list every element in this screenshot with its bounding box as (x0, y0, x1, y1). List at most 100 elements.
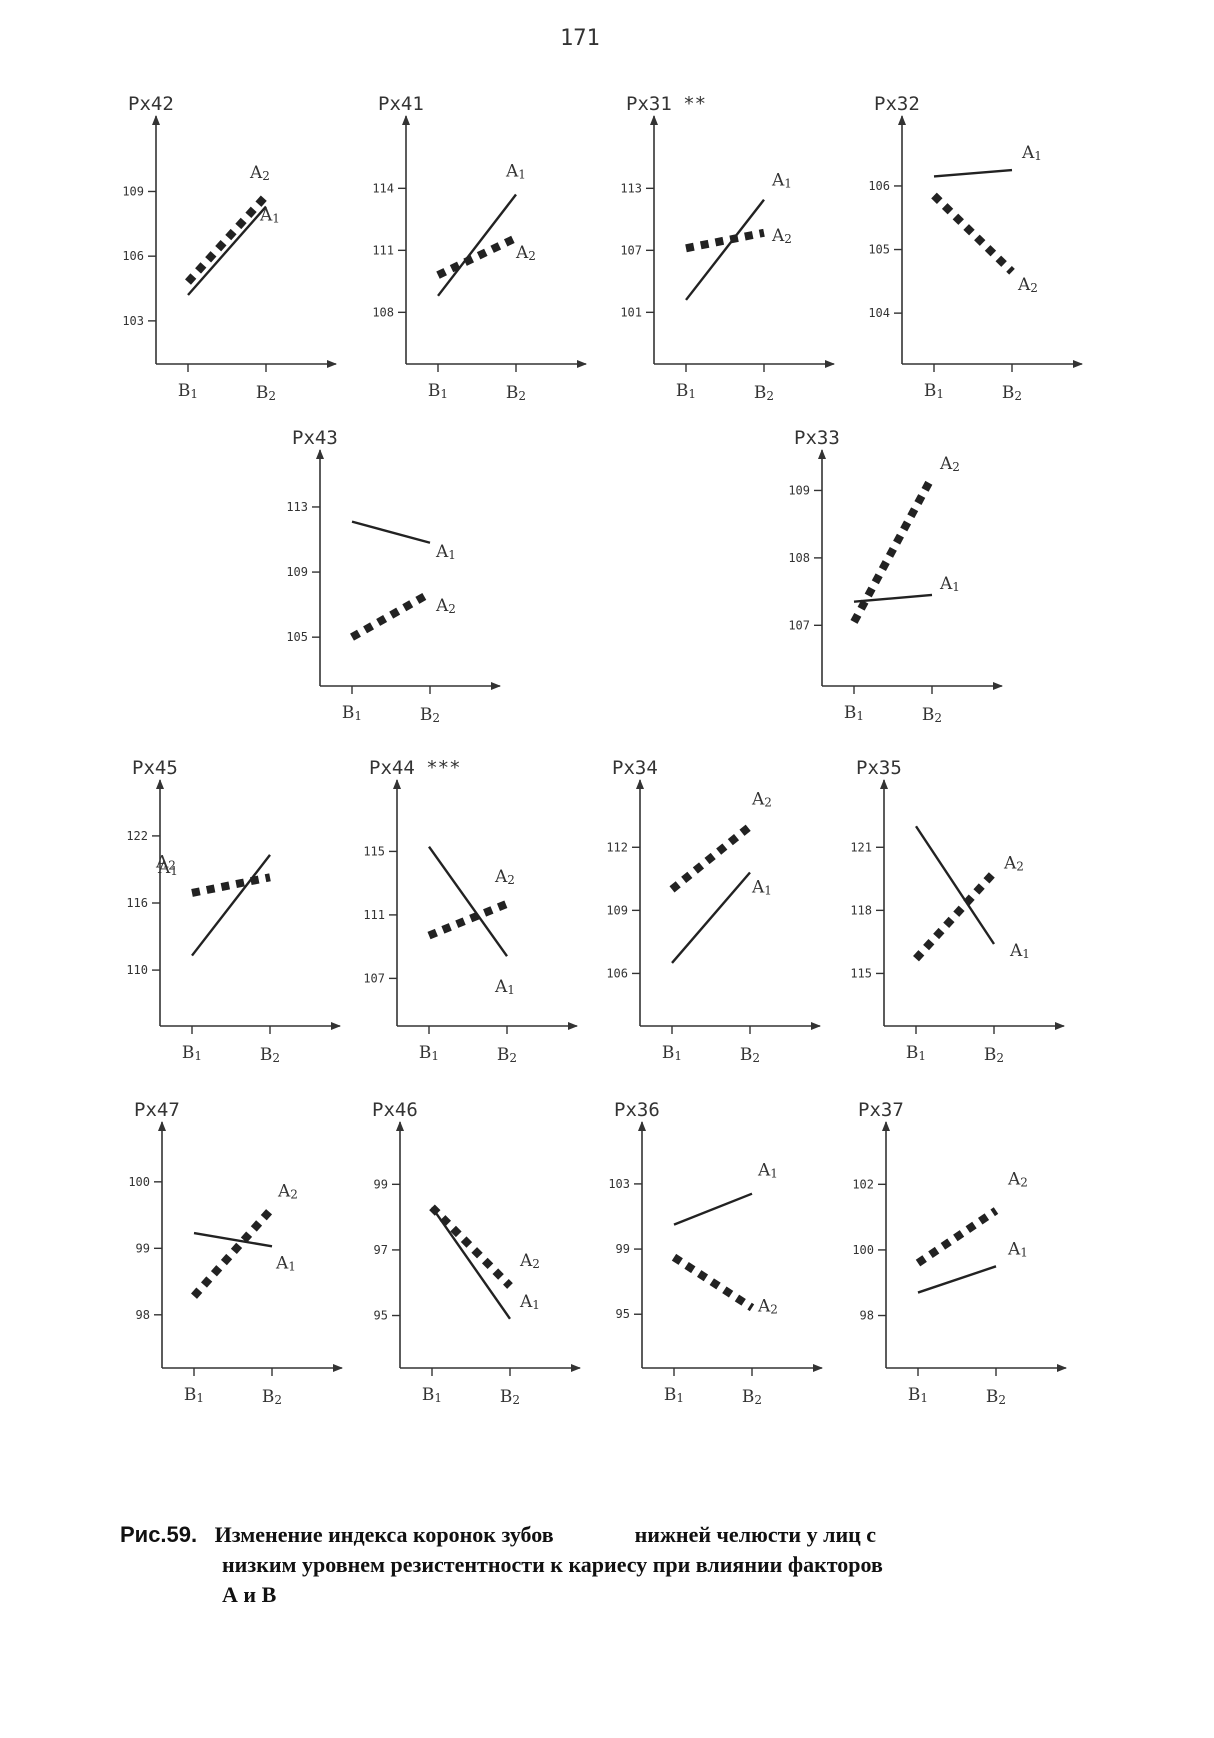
x-tick-label: B2 (256, 383, 276, 403)
series-line-a2 (191, 873, 271, 897)
chart-title: Px45 (132, 757, 178, 779)
x-tick-label: B2 (922, 705, 942, 725)
x-tick-label: B1 (178, 381, 198, 401)
series-line-a2 (429, 1204, 513, 1289)
series-line-a2 (185, 193, 269, 285)
y-tick-label: 109 (606, 903, 628, 917)
x-tick-label: B1 (184, 1385, 204, 1405)
x-tick-label: B1 (182, 1043, 202, 1063)
series-line-a2 (191, 1205, 275, 1299)
caption-line3: А и В (222, 1582, 277, 1607)
series-line-a1 (917, 1265, 997, 1294)
series-line-a1 (193, 1231, 273, 1248)
y-tick-label: 103 (122, 314, 144, 328)
series-label: A2 (435, 596, 456, 616)
y-tick-label: 100 (852, 1243, 874, 1257)
y-tick-label: 102 (852, 1177, 874, 1191)
y-tick-label: 107 (788, 618, 810, 632)
series-line-a2 (427, 900, 509, 940)
x-tick-label: B2 (260, 1045, 280, 1065)
series-line-a1 (853, 593, 933, 603)
x-tick-label: B2 (754, 383, 774, 403)
x-tick-label: B1 (419, 1043, 439, 1063)
y-tick-label: 113 (620, 181, 642, 195)
y-tick-label: 109 (122, 184, 144, 198)
y-tick-label: 115 (850, 966, 872, 980)
y-tick-label: 109 (788, 483, 810, 497)
y-tick-label: 113 (286, 500, 308, 514)
x-tick-label: B2 (262, 1387, 282, 1407)
series-label: A2 (155, 852, 176, 872)
caption-line1b: нижней челюсти у лиц с (634, 1522, 877, 1547)
series-line-a1 (933, 168, 1013, 178)
y-tick-label: 98 (136, 1308, 150, 1322)
x-tick-label: B1 (662, 1043, 682, 1063)
y-tick-label: 98 (860, 1309, 874, 1323)
series-line-a2 (915, 1207, 999, 1267)
series-line-a1 (673, 1192, 753, 1226)
series-line-a2 (931, 192, 1015, 275)
series-label: A2 (757, 1297, 778, 1317)
series-line-a2 (350, 589, 432, 641)
chart-title: Px47 (134, 1099, 180, 1121)
series-label: A1 (494, 977, 515, 997)
chart-title: Px37 (858, 1099, 904, 1121)
caption-line1a: Изменение индекса коронок зубов (214, 1522, 554, 1547)
series-label: A1 (505, 162, 526, 182)
y-tick-label: 100 (128, 1175, 150, 1189)
y-tick-label: 99 (374, 1177, 388, 1191)
page-number: 171 (560, 26, 600, 51)
x-tick-label: B1 (428, 381, 448, 401)
y-tick-label: 106 (606, 966, 628, 980)
y-tick-label: 115 (363, 844, 385, 858)
y-tick-label: 104 (868, 306, 890, 320)
series-label: A2 (515, 243, 536, 263)
y-tick-label: 122 (126, 829, 148, 843)
x-tick-label: B1 (422, 1385, 442, 1405)
series-label: A2 (494, 867, 515, 887)
series-label: A1 (1021, 143, 1042, 163)
series-label: A2 (249, 163, 270, 183)
series-label: A1 (1009, 941, 1030, 961)
chart-title: Px36 (614, 1099, 660, 1121)
series-label: A1 (757, 1161, 778, 1181)
x-tick-label: B1 (924, 381, 944, 401)
series-line-a2 (669, 823, 753, 893)
y-tick-label: 107 (620, 243, 642, 257)
series-label: A2 (939, 454, 960, 474)
series-line-a1 (187, 205, 267, 296)
x-tick-label: B1 (844, 703, 864, 723)
series-label: A1 (275, 1253, 296, 1273)
figure-caption: Рис.59. Изменение индекса коронок зубов … (120, 1520, 1120, 1610)
y-tick-label: 99 (136, 1241, 150, 1255)
series-line-a2 (913, 869, 997, 962)
x-tick-label: B2 (500, 1387, 520, 1407)
x-tick-label: B1 (342, 703, 362, 723)
x-tick-label: B2 (986, 1387, 1006, 1407)
x-tick-label: B2 (420, 705, 440, 725)
y-tick-label: 105 (286, 630, 308, 644)
series-line-a1 (914, 825, 996, 945)
series-label: A2 (277, 1181, 298, 1201)
y-tick-label: 112 (606, 840, 628, 854)
series-label: A1 (519, 1292, 540, 1312)
y-tick-label: 95 (616, 1307, 630, 1321)
x-tick-label: B1 (664, 1385, 684, 1405)
chart-title: Px31 ** (626, 93, 706, 115)
x-tick-label: B2 (740, 1045, 760, 1065)
series-label: A2 (1007, 1170, 1028, 1190)
caption-label: Рис.59. (120, 1522, 198, 1547)
y-tick-label: 108 (788, 551, 810, 565)
series-line-a1 (428, 845, 508, 957)
series-label: A1 (751, 878, 772, 898)
y-tick-label: 101 (620, 305, 642, 319)
series-line-a2 (850, 475, 936, 624)
x-tick-label: B2 (506, 383, 526, 403)
series-label: A1 (259, 206, 280, 226)
y-tick-label: 107 (363, 971, 385, 985)
series-line-a1 (671, 871, 751, 964)
y-tick-label: 111 (363, 908, 385, 922)
y-tick-label: 108 (372, 305, 394, 319)
chart-title: Px35 (856, 757, 902, 779)
series-line-a2 (671, 1253, 755, 1312)
